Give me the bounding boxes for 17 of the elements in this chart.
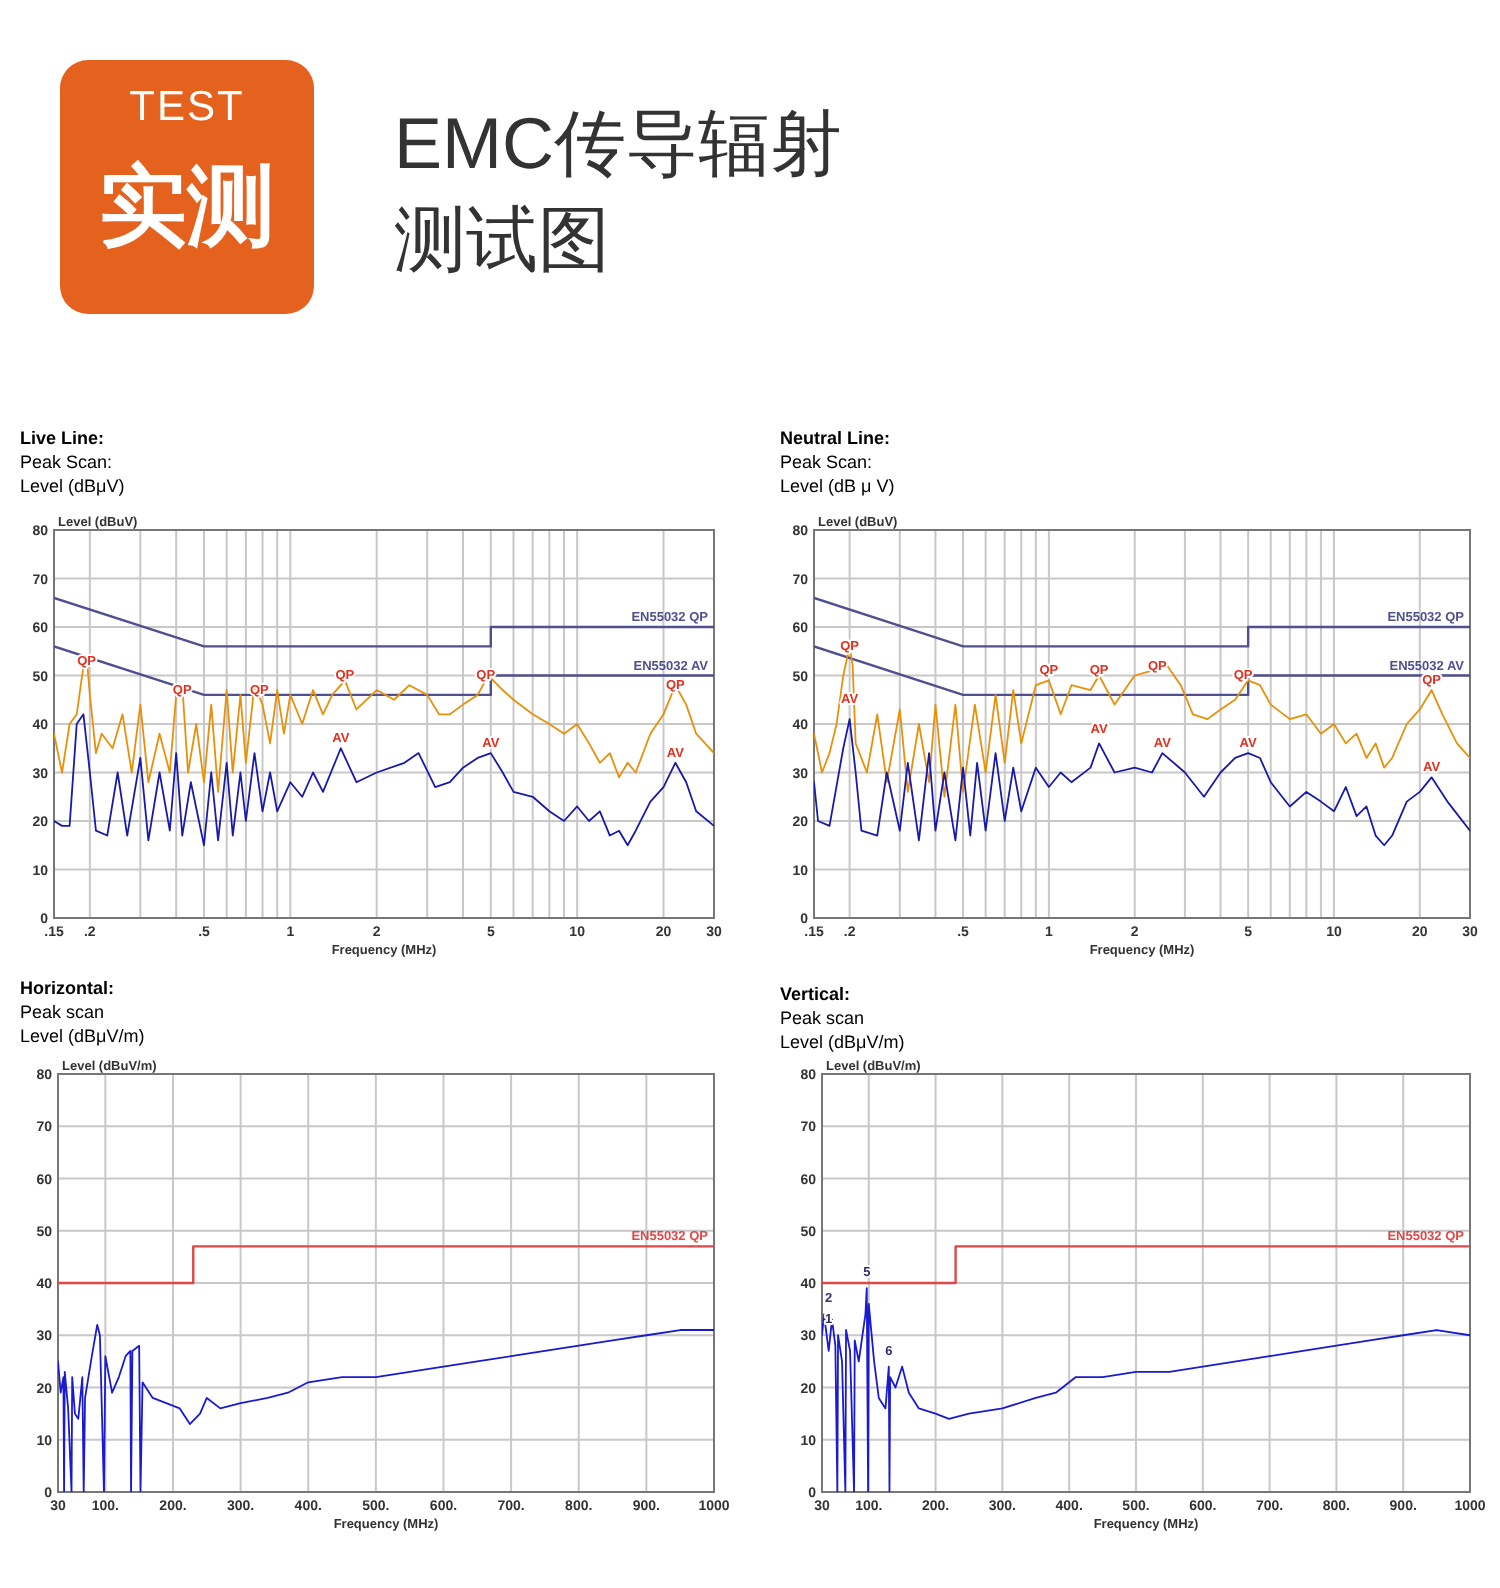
text: EMC传导辐射测试图 bbox=[394, 100, 844, 284]
chart-title: Vertical: bbox=[780, 984, 851, 1004]
text: TEST bbox=[127, 84, 247, 132]
line-series bbox=[822, 1287, 1470, 1492]
chart-subtitle: Peak Scan: bbox=[20, 452, 113, 472]
text: Level (dBμV/m) bbox=[20, 1026, 145, 1046]
line-series bbox=[58, 1323, 714, 1492]
chart-subtitle: Peak scan bbox=[780, 1008, 865, 1028]
text: Level (dB μ V) bbox=[780, 476, 895, 496]
chart-title: Horizontal: bbox=[20, 978, 114, 998]
chart-subtitle: Peak Scan: bbox=[780, 452, 873, 472]
text: Level (dBμV/m) bbox=[780, 1032, 905, 1052]
text: 实测 bbox=[97, 156, 277, 260]
text: Level (dBμV) bbox=[20, 476, 125, 496]
chart-title: Live Line: bbox=[20, 428, 105, 448]
chart-subtitle: Peak scan bbox=[20, 1002, 105, 1022]
chart-title: Neutral Line: bbox=[780, 428, 891, 448]
